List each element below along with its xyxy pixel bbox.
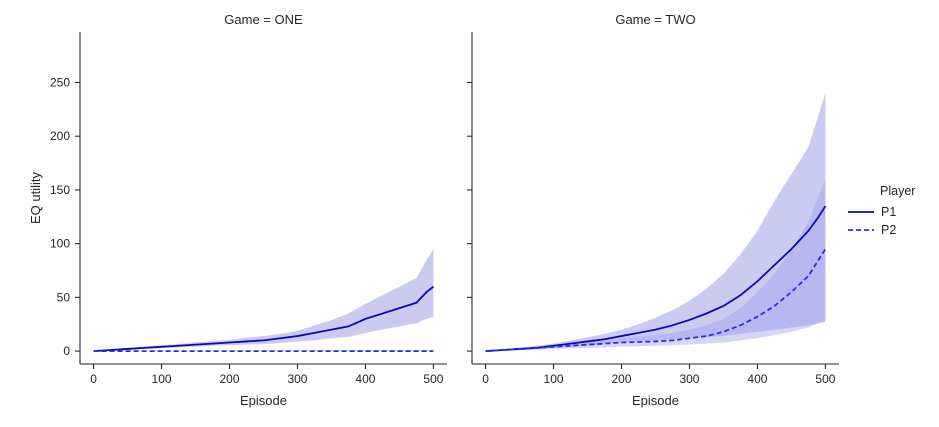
confidence-band-p1 bbox=[93, 249, 434, 352]
confidence-band-p1 bbox=[485, 93, 826, 352]
y-tick-label: 150 bbox=[50, 183, 70, 197]
panel-title: Game = TWO bbox=[615, 12, 695, 27]
x-tick-label: 0 bbox=[482, 372, 489, 386]
legend-label-p2: P2 bbox=[881, 223, 896, 237]
x-tick-label: 500 bbox=[423, 372, 443, 386]
x-tick-label: 100 bbox=[152, 372, 172, 386]
x-tick-label: 300 bbox=[287, 372, 307, 386]
x-axis-title: Episode bbox=[632, 393, 679, 408]
x-tick-label: 400 bbox=[355, 372, 375, 386]
x-tick-label: 100 bbox=[544, 372, 564, 386]
legend-label-p1: P1 bbox=[881, 205, 896, 219]
x-tick-label: 200 bbox=[612, 372, 632, 386]
x-tick-label: 300 bbox=[679, 372, 699, 386]
x-tick-label: 200 bbox=[220, 372, 240, 386]
series-line-p1 bbox=[93, 285, 434, 353]
legend-title: Player bbox=[880, 184, 915, 198]
y-tick-label: 100 bbox=[50, 237, 70, 251]
y-tick-label: 200 bbox=[50, 129, 70, 143]
confidence-band-p2 bbox=[485, 179, 826, 352]
y-tick-label: 0 bbox=[63, 344, 70, 358]
y-axis-title: EQ utility bbox=[28, 171, 43, 224]
x-tick-label: 500 bbox=[815, 372, 835, 386]
y-tick-label: 50 bbox=[57, 290, 71, 304]
series-line-p2 bbox=[485, 248, 827, 353]
x-tick-label: 400 bbox=[747, 372, 767, 386]
x-tick-label: 0 bbox=[90, 372, 97, 386]
panel-title: Game = ONE bbox=[224, 12, 303, 27]
y-tick-label: 250 bbox=[50, 75, 70, 89]
x-axis-title: Episode bbox=[240, 393, 287, 408]
